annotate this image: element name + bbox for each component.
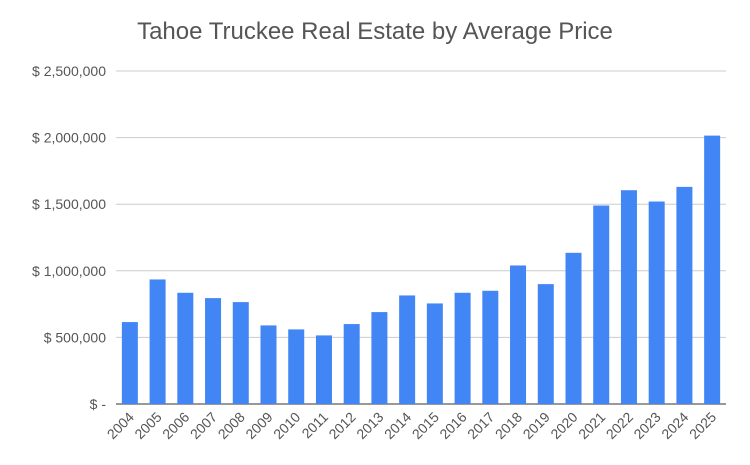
x-tick-label: 2014 <box>381 409 414 442</box>
x-tick-label: 2012 <box>325 409 358 442</box>
bar-2015 <box>426 303 443 404</box>
x-tick-label: 2009 <box>242 409 275 442</box>
x-tick-label: 2004 <box>104 409 137 442</box>
y-tick-label: $ 1,500,000 <box>32 196 106 212</box>
x-tick-label: 2013 <box>353 409 386 442</box>
y-axis-tick-labels: $ - $ 500,000 $ 1,000,000 $ 1,500,000 $ 2,00… <box>32 63 106 412</box>
bar-2005 <box>149 279 166 404</box>
bar-2022 <box>620 190 637 404</box>
bar-2021 <box>593 205 610 404</box>
x-axis-tick-labels: 2004200520062007200820092010201120122013… <box>104 409 720 442</box>
x-tick-label: 2017 <box>464 409 497 442</box>
y-tick-label: $ 2,000,000 <box>32 130 106 146</box>
x-tick-label: 2006 <box>159 409 192 442</box>
bar-2012 <box>343 324 360 404</box>
x-tick-label: 2008 <box>215 409 248 442</box>
x-tick-label: 2021 <box>575 409 608 442</box>
bar-2025 <box>704 135 721 405</box>
x-tick-label: 2025 <box>686 409 719 442</box>
bar-2014 <box>399 295 416 404</box>
bar-2016 <box>454 292 471 404</box>
bar-2004 <box>121 322 138 404</box>
chart-title: Tahoe Truckee Real Estate by Average Pri… <box>137 18 613 45</box>
y-tick-label: $ - <box>90 396 107 412</box>
x-tick-label: 2019 <box>520 409 553 442</box>
x-tick-label: 2005 <box>131 409 164 442</box>
bar-2023 <box>648 201 665 404</box>
bar-2020 <box>565 252 582 404</box>
x-tick-label: 2018 <box>492 409 525 442</box>
x-tick-label: 2015 <box>409 409 442 442</box>
x-tick-label: 2022 <box>603 409 636 442</box>
x-tick-label: 2011 <box>298 409 331 442</box>
bar-2006 <box>177 292 194 404</box>
x-tick-label: 2024 <box>658 409 691 442</box>
bar-2018 <box>510 265 527 404</box>
bar-2017 <box>482 290 499 404</box>
x-tick-label: 2016 <box>436 409 469 442</box>
bar-2011 <box>315 335 332 404</box>
bar-2007 <box>205 298 222 404</box>
bar-2019 <box>537 284 554 404</box>
x-tick-label: 2010 <box>270 409 303 442</box>
bar-2013 <box>371 312 388 404</box>
bar-2008 <box>232 302 249 404</box>
x-tick-label: 2020 <box>547 409 580 442</box>
bar-2009 <box>260 325 277 404</box>
x-tick-label: 2023 <box>630 409 663 442</box>
y-tick-label: $ 2,500,000 <box>32 63 106 79</box>
bar-2010 <box>288 329 305 404</box>
bars <box>121 135 721 405</box>
y-tick-label: $ 1,000,000 <box>32 263 106 279</box>
bar-2024 <box>676 186 693 404</box>
x-tick-label: 2007 <box>187 409 220 442</box>
y-tick-label: $ 500,000 <box>44 329 106 345</box>
